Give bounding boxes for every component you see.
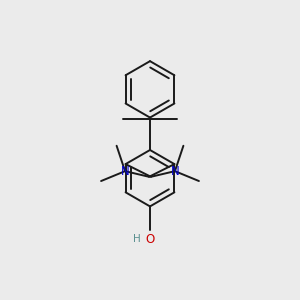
Text: H: H (133, 234, 141, 244)
Text: N: N (121, 165, 129, 178)
Text: O: O (146, 233, 154, 246)
Text: N: N (171, 165, 179, 178)
